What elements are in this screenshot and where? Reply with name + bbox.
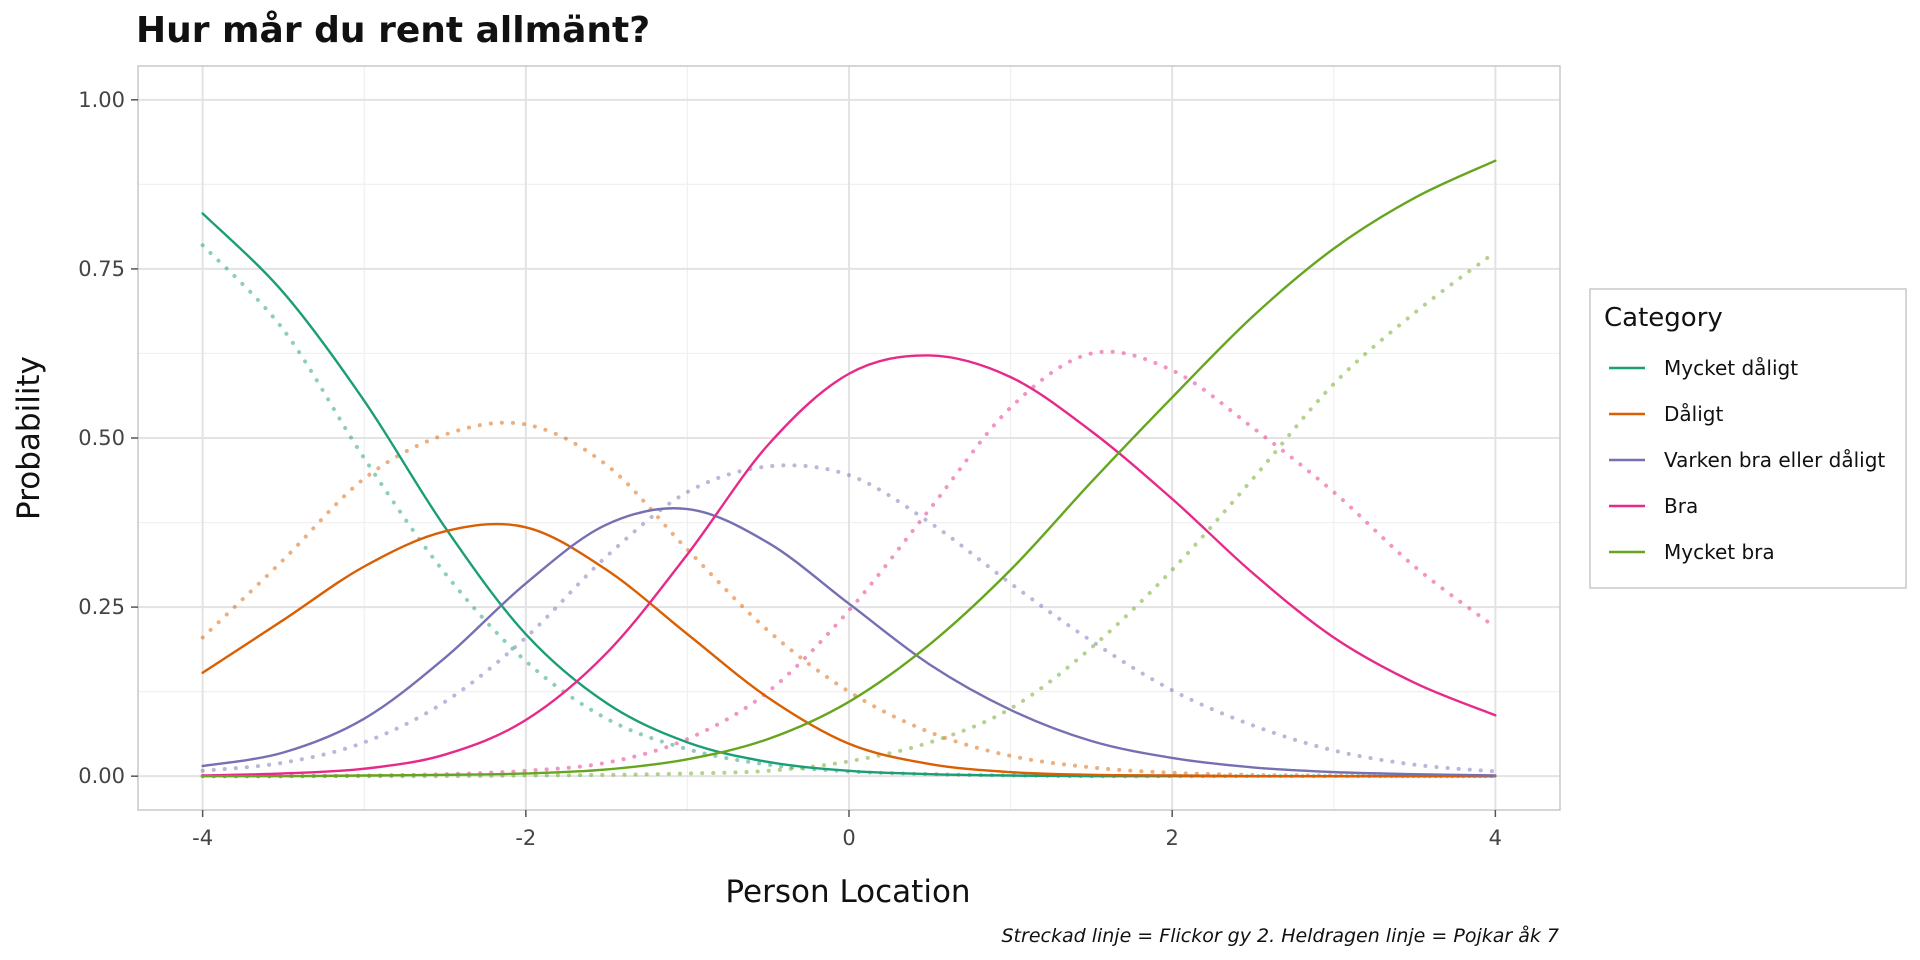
legend-box [1589, 288, 1907, 589]
series-line-solid-mycket-bra [201, 159, 1497, 778]
y-axis-title: Probability [11, 356, 47, 520]
legend-title: Category [1604, 303, 1723, 333]
x-axis-title: Person Location [725, 874, 970, 910]
series-lines [200, 159, 1498, 779]
legend-label-bra: Bra [1664, 494, 1698, 518]
x-tick-label: 2 [1165, 826, 1178, 850]
legend-label-mycket-bra: Mycket bra [1664, 540, 1775, 564]
series-line-dashed-mycket-bra [200, 250, 1498, 779]
legend: Category Mycket dåligt Dåligt Varken bra e… [1589, 288, 1907, 589]
series-line-solid-varken-bra-eller-d-ligt [201, 507, 1497, 777]
series-line-dashed-varken-bra-eller-d-ligt [200, 463, 1498, 774]
x-tick-label: 0 [842, 826, 855, 850]
series-line-solid-d-ligt [201, 522, 1497, 778]
y-tick-label: 0.50 [78, 426, 125, 450]
x-tick-label: 4 [1489, 826, 1502, 850]
series-line-solid-bra [201, 354, 1497, 777]
legend-items: Mycket dåligt Dåligt Varken bra eller dåli… [1609, 356, 1885, 564]
y-tick-label: 0.75 [78, 257, 125, 281]
x-tick-label: -4 [192, 826, 213, 850]
series-line-dashed-d-ligt [200, 420, 1498, 779]
y-tick-label: 0.00 [78, 764, 125, 788]
legend-label-varken-bra-eller-d-ligt: Varken bra eller dåligt [1664, 448, 1885, 472]
chart-title: Hur mår du rent allmänt? [136, 10, 650, 51]
x-tick-label: -2 [515, 826, 536, 850]
y-tick-label: 0.25 [78, 595, 125, 619]
chart-caption: Streckad linje = Flickor gy 2. Heldragen… [1002, 924, 1560, 947]
y-tick-label: 1.00 [78, 88, 125, 112]
legend-label-mycket-d-ligt: Mycket dåligt [1664, 356, 1798, 380]
axis-ticks: -4 -2 0 2 4 0.00 0.25 0.50 0.75 1.00 [78, 88, 1502, 850]
legend-label-d-ligt: Dåligt [1664, 402, 1723, 426]
